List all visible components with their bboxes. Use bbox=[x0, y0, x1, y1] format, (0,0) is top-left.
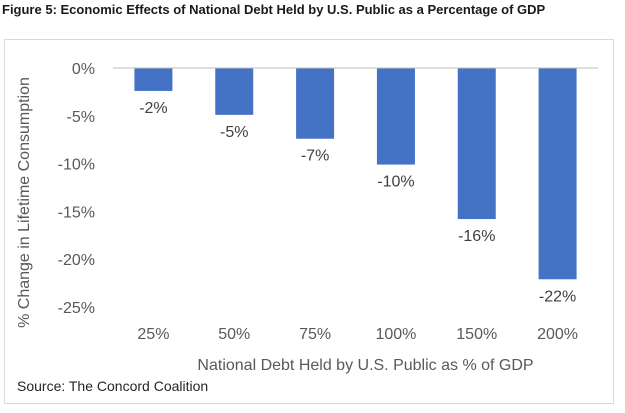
source-note: Source: The Concord Coalition bbox=[17, 378, 209, 394]
bar bbox=[376, 68, 415, 165]
bar-data-label: -2% bbox=[139, 100, 167, 117]
data-labels: -2% -5% -7% -10% -16% -22% bbox=[139, 100, 576, 305]
bar bbox=[457, 68, 496, 220]
bar-data-label: -22% bbox=[539, 288, 576, 305]
y-tick-label: -20% bbox=[58, 252, 95, 269]
y-axis-ticks: 0% -5% -10% -15% -20% -25% bbox=[58, 61, 95, 317]
x-tick-label: 50% bbox=[218, 326, 250, 343]
figure-title: Figure 5: Economic Effects of National D… bbox=[2, 2, 546, 17]
bar-data-label: -16% bbox=[458, 228, 495, 245]
x-tick-label: 75% bbox=[299, 326, 331, 343]
y-axis-title: % Change in Lifetime Consumption bbox=[16, 77, 33, 328]
bar bbox=[134, 68, 173, 91]
bars bbox=[134, 68, 577, 280]
x-tick-label: 100% bbox=[375, 326, 416, 343]
bar bbox=[215, 68, 254, 115]
y-tick-label: -25% bbox=[58, 300, 95, 317]
bar bbox=[538, 68, 577, 280]
bar-data-label: -10% bbox=[377, 174, 414, 191]
bar bbox=[296, 68, 335, 139]
x-axis-ticks: 25% 50% 75% 100% 150% 200% bbox=[137, 326, 578, 343]
y-tick-label: -5% bbox=[67, 109, 95, 126]
x-tick-label: 25% bbox=[137, 326, 169, 343]
x-tick-label: 150% bbox=[456, 326, 497, 343]
y-tick-label: -10% bbox=[58, 157, 95, 174]
chart-frame bbox=[4, 39, 614, 404]
x-tick-label: 200% bbox=[537, 326, 578, 343]
x-axis-title: National Debt Held by U.S. Public as % o… bbox=[197, 357, 533, 374]
bar-data-label: -5% bbox=[220, 124, 248, 141]
bar-data-label: -7% bbox=[301, 148, 329, 165]
y-tick-label: 0% bbox=[72, 61, 95, 78]
y-tick-label: -15% bbox=[58, 204, 95, 221]
